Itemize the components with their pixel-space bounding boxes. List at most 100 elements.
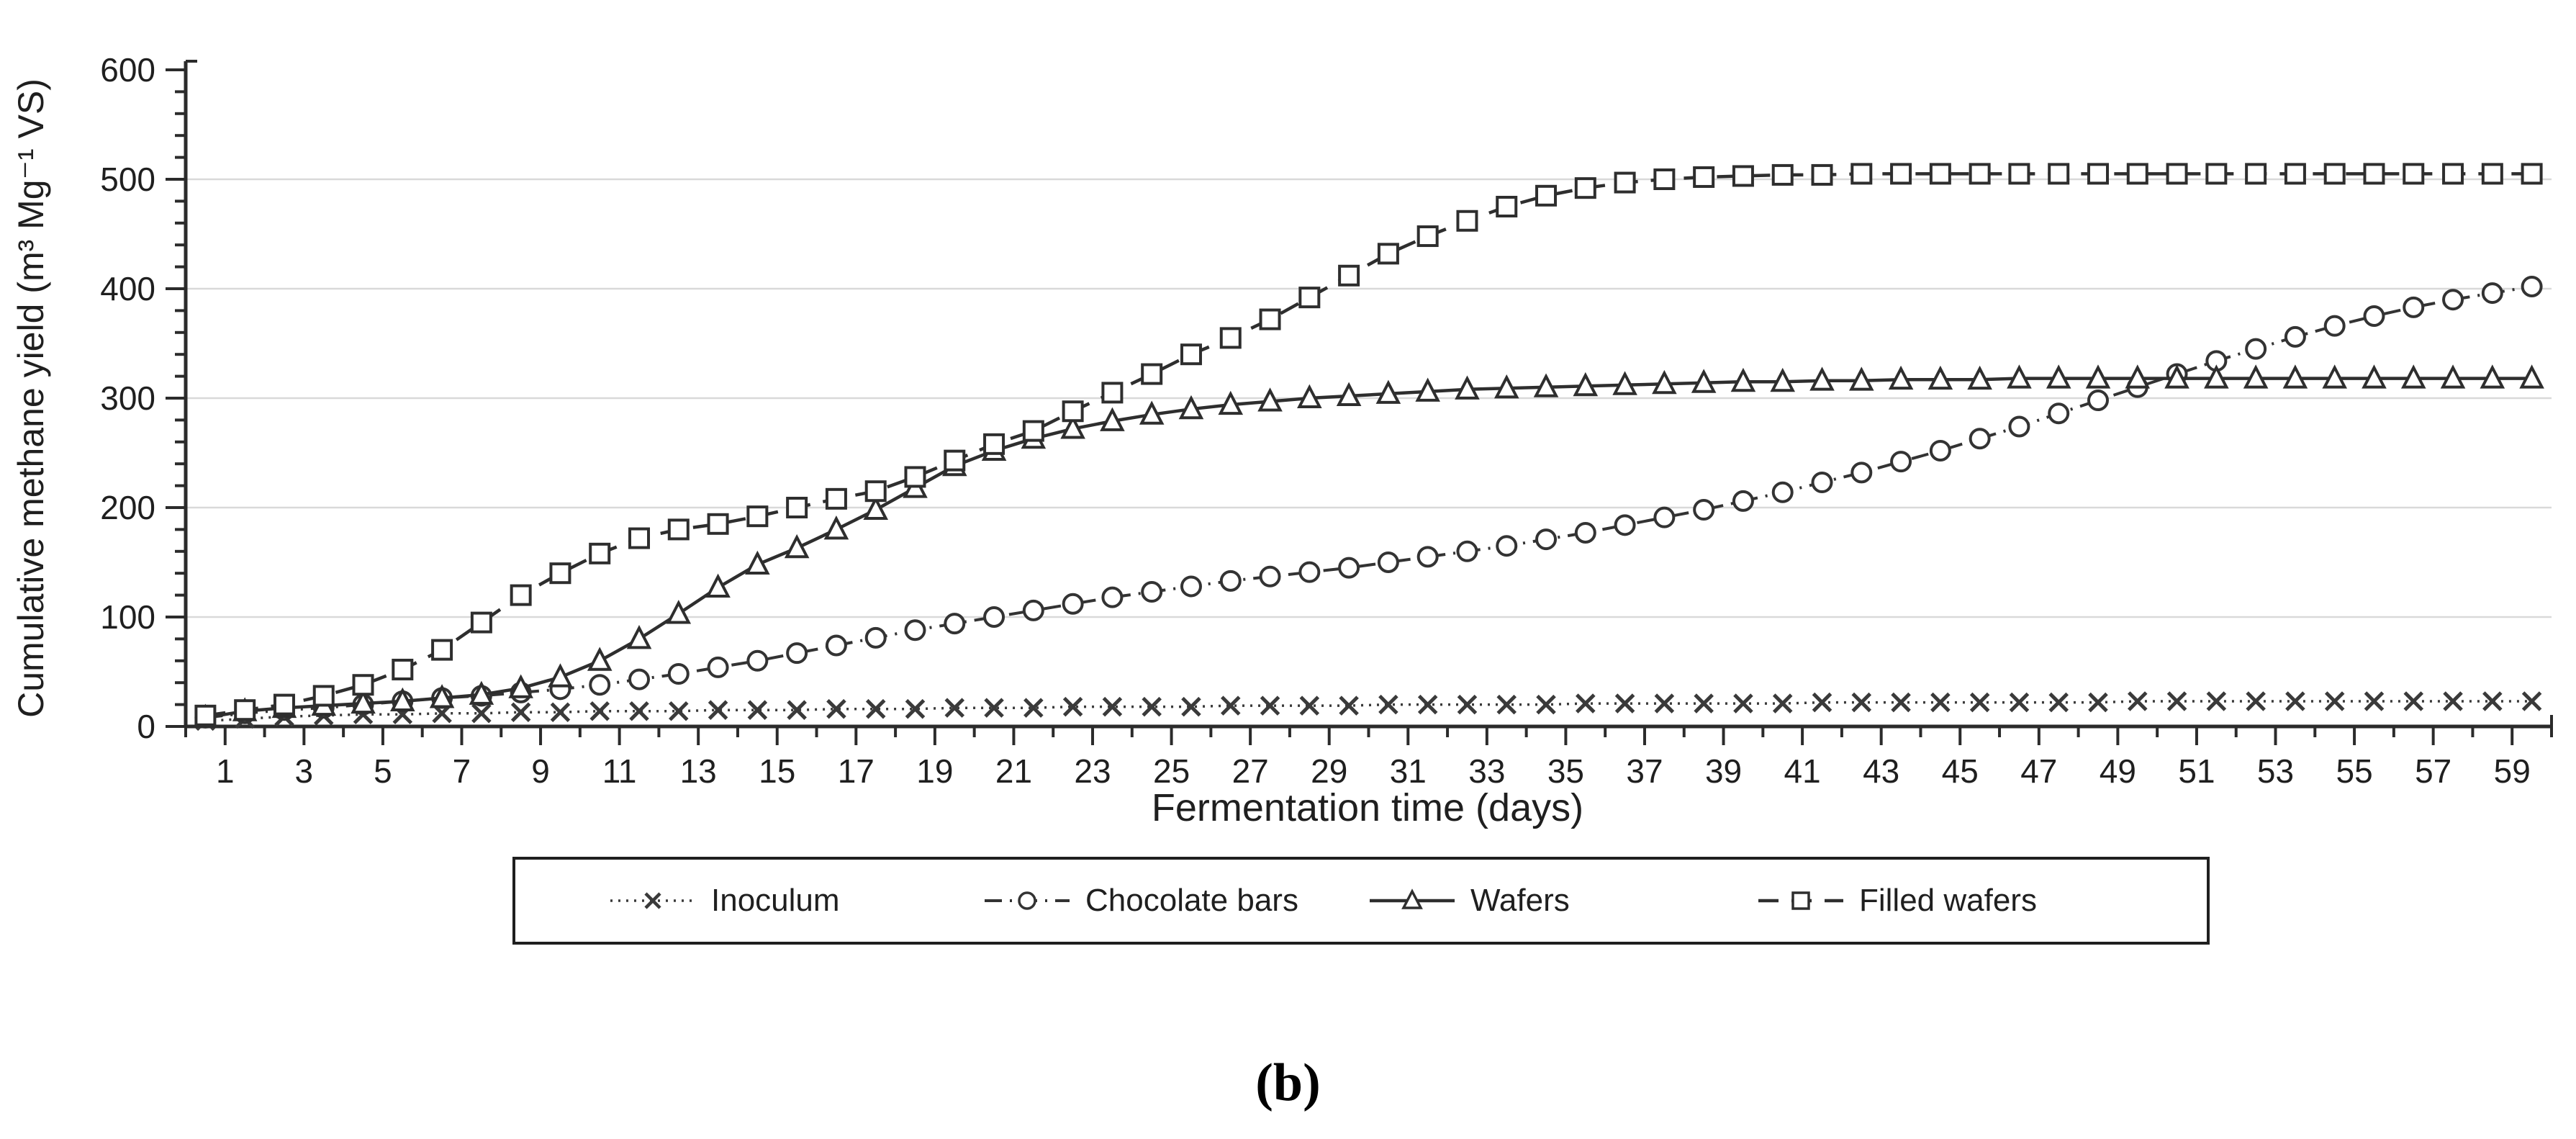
circle-marker bbox=[1062, 593, 1084, 615]
circle-marker bbox=[1141, 581, 1163, 603]
x-marker bbox=[826, 698, 846, 719]
x-marker bbox=[2403, 691, 2424, 711]
square-marker bbox=[1259, 308, 1281, 330]
triangle-marker bbox=[548, 663, 573, 688]
x-marker bbox=[2521, 691, 2542, 711]
triangle-marker bbox=[429, 684, 455, 708]
x-marker bbox=[1772, 693, 1793, 713]
x-marker bbox=[471, 703, 492, 724]
legend-label: Inoculum bbox=[711, 883, 840, 918]
y-tick-label: 0 bbox=[137, 708, 155, 745]
square-marker bbox=[825, 487, 847, 510]
circle-marker bbox=[1298, 561, 1321, 583]
circle-marker bbox=[1416, 546, 1439, 568]
y-axis-title: Cumulative methane yield (m³ Mg⁻¹ VS) bbox=[11, 78, 51, 718]
x-marker bbox=[510, 702, 531, 723]
square-marker bbox=[1929, 163, 1951, 185]
y-ticks-group: 0 100 200 300 400 500 600 bbox=[100, 51, 186, 745]
square-marker bbox=[1890, 163, 1912, 185]
legend-label: Filled wafers bbox=[1859, 883, 2037, 918]
legend-item-filled-wafers: Filled wafers bbox=[1755, 860, 2037, 942]
triangle-marker bbox=[863, 495, 888, 521]
x-marker bbox=[747, 700, 768, 720]
circle-marker bbox=[825, 634, 847, 657]
circle-marker bbox=[983, 606, 1005, 628]
x-marker bbox=[1299, 695, 1320, 716]
square-marker bbox=[2087, 163, 2109, 185]
x-marker bbox=[1969, 692, 1990, 713]
x-marker bbox=[2206, 691, 2227, 711]
x-marker bbox=[2009, 692, 2030, 713]
circle-marker bbox=[2521, 275, 2543, 297]
triangle-marker bbox=[745, 550, 770, 575]
triangle-marker bbox=[587, 647, 613, 671]
series-line bbox=[205, 285, 2532, 719]
y-tick-label: 100 bbox=[100, 598, 155, 636]
square-marker bbox=[864, 480, 887, 503]
x-marker bbox=[944, 698, 965, 718]
x-marker bbox=[1536, 694, 1556, 715]
square-marker bbox=[628, 527, 651, 549]
triangle-marker bbox=[1809, 366, 1835, 391]
x-tick-label: 41 bbox=[1784, 752, 1821, 790]
circle-marker bbox=[1929, 439, 1951, 462]
triangle-marker bbox=[1455, 375, 1480, 400]
triangle-marker bbox=[1257, 387, 1283, 412]
square-marker bbox=[1180, 343, 1202, 366]
x-tick-label: 1 bbox=[216, 752, 235, 790]
x-tick-label: 47 bbox=[2020, 752, 2057, 790]
triangle-marker bbox=[1770, 367, 1796, 392]
square-marker bbox=[1693, 166, 1715, 188]
circle-marker bbox=[2087, 390, 2109, 412]
x-marker bbox=[550, 702, 571, 723]
square-marker bbox=[667, 518, 690, 541]
square-marker bbox=[2442, 163, 2464, 185]
series-inoculum bbox=[195, 691, 2542, 731]
x-marker bbox=[1576, 693, 1596, 713]
square-marker bbox=[1456, 210, 1478, 232]
triangle-marker bbox=[1493, 374, 1519, 399]
x-tick-label: 13 bbox=[680, 752, 717, 790]
legend-sample-3 bbox=[1758, 891, 1843, 910]
triangle-marker bbox=[1652, 369, 1677, 395]
x-marker bbox=[905, 698, 926, 719]
triangle-marker bbox=[1178, 395, 1204, 420]
x-marker bbox=[708, 700, 728, 720]
x-marker bbox=[865, 698, 886, 719]
square-marker bbox=[2323, 163, 2346, 185]
x-tick-label: 19 bbox=[916, 752, 953, 790]
triangle-marker bbox=[1730, 367, 1756, 392]
x-tick-label: 45 bbox=[1942, 752, 1979, 790]
triangle-marker bbox=[1375, 379, 1401, 404]
circle-marker bbox=[944, 613, 966, 635]
square-marker bbox=[2205, 163, 2228, 185]
x-marker bbox=[1496, 694, 1517, 715]
x-tick-label: 35 bbox=[1547, 752, 1584, 790]
x-tick-label: 53 bbox=[2257, 752, 2294, 790]
circle-marker bbox=[1653, 506, 1676, 528]
triangle-marker bbox=[351, 689, 376, 714]
square-marker bbox=[1850, 163, 1873, 185]
square-marker bbox=[312, 685, 335, 707]
x-tick-label: 27 bbox=[1232, 752, 1269, 790]
triangle-marker bbox=[1060, 415, 1085, 439]
square-marker bbox=[234, 699, 256, 721]
circle-marker bbox=[1693, 499, 1715, 521]
series-line bbox=[205, 172, 2532, 718]
circle-marker bbox=[2048, 402, 2070, 425]
triangle-marker bbox=[1297, 384, 1322, 408]
circle-marker bbox=[1022, 599, 1044, 621]
triangle-marker bbox=[2282, 364, 2308, 389]
triangle-marker bbox=[784, 534, 810, 559]
circle-marker bbox=[786, 642, 808, 665]
triangle-marker bbox=[2007, 364, 2032, 389]
x-marker bbox=[669, 701, 689, 721]
x-marker bbox=[1694, 693, 1714, 713]
circle-marker bbox=[1614, 514, 1636, 536]
x-marker bbox=[1181, 696, 1201, 717]
square-marker bbox=[1062, 400, 1084, 423]
circle-marker bbox=[904, 619, 926, 641]
y-tick-label: 400 bbox=[100, 270, 155, 307]
